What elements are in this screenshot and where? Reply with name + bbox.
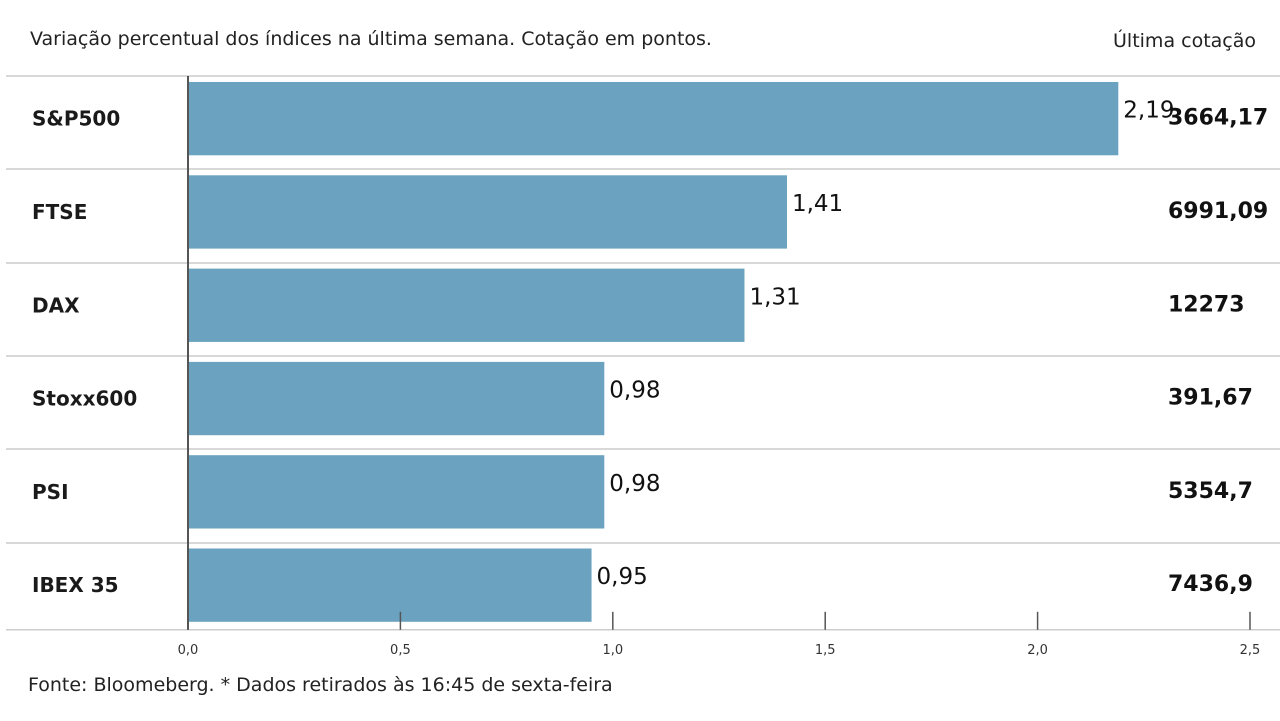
- category-label: PSI: [32, 480, 69, 504]
- category-label: FTSE: [32, 200, 87, 224]
- last-quote-value: 5354,7: [1168, 479, 1253, 504]
- data-label: 1,41: [792, 191, 843, 217]
- data-label: 1,31: [749, 284, 800, 310]
- chart-subtitle: Variação percentual dos índices na últim…: [30, 28, 712, 50]
- category-label: Stoxx600: [32, 387, 137, 411]
- category-label: IBEX 35: [32, 573, 119, 597]
- category-label: DAX: [32, 293, 80, 317]
- last-quote-value: 12273: [1168, 292, 1245, 317]
- data-label: 0,98: [609, 378, 660, 404]
- category-label: S&P500: [32, 107, 120, 131]
- last-quote-value: 6991,09: [1168, 199, 1268, 224]
- x-tick-label: 2,5: [1240, 643, 1261, 658]
- last-quote-value: 7436,9: [1168, 572, 1253, 597]
- row-separators: [6, 75, 1280, 631]
- data-label: 0,95: [597, 564, 648, 590]
- data-label: 2,19: [1123, 98, 1174, 124]
- bar: [189, 82, 1119, 156]
- x-tick-label: 1,0: [602, 643, 623, 658]
- source-footer: Fonte: Bloomeberg. * Dados retirados às …: [28, 674, 613, 696]
- x-tick-label: 0,0: [178, 643, 199, 658]
- x-axis: 0,0 0,5 1,0 1,5 2,0 2,5: [178, 76, 1261, 658]
- x-tick-label: 0,5: [390, 643, 411, 658]
- last-quote-value: 3664,17: [1168, 106, 1268, 131]
- bar: [189, 175, 787, 249]
- bar: [189, 455, 605, 529]
- data-label: 0,98: [609, 471, 660, 497]
- x-tick-label: 2,0: [1027, 643, 1048, 658]
- bars: [189, 82, 1119, 622]
- bar: [189, 268, 745, 342]
- last-quote-header: Última cotação: [1113, 30, 1256, 52]
- bar: [189, 361, 605, 436]
- bar: [189, 548, 592, 622]
- last-quote-value: 391,67: [1168, 386, 1253, 411]
- x-tick-label: 1,5: [815, 643, 836, 658]
